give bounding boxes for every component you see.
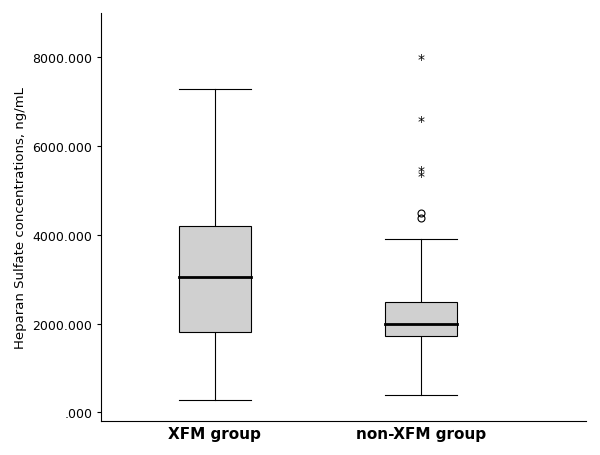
- Text: *: *: [418, 53, 425, 67]
- Y-axis label: Heparan Sulfate concentrations, ng/mL: Heparan Sulfate concentrations, ng/mL: [14, 87, 27, 348]
- Bar: [179, 227, 251, 332]
- Text: *: *: [418, 165, 425, 179]
- Bar: [385, 303, 457, 336]
- Text: *: *: [418, 115, 425, 129]
- Text: *: *: [418, 170, 425, 184]
